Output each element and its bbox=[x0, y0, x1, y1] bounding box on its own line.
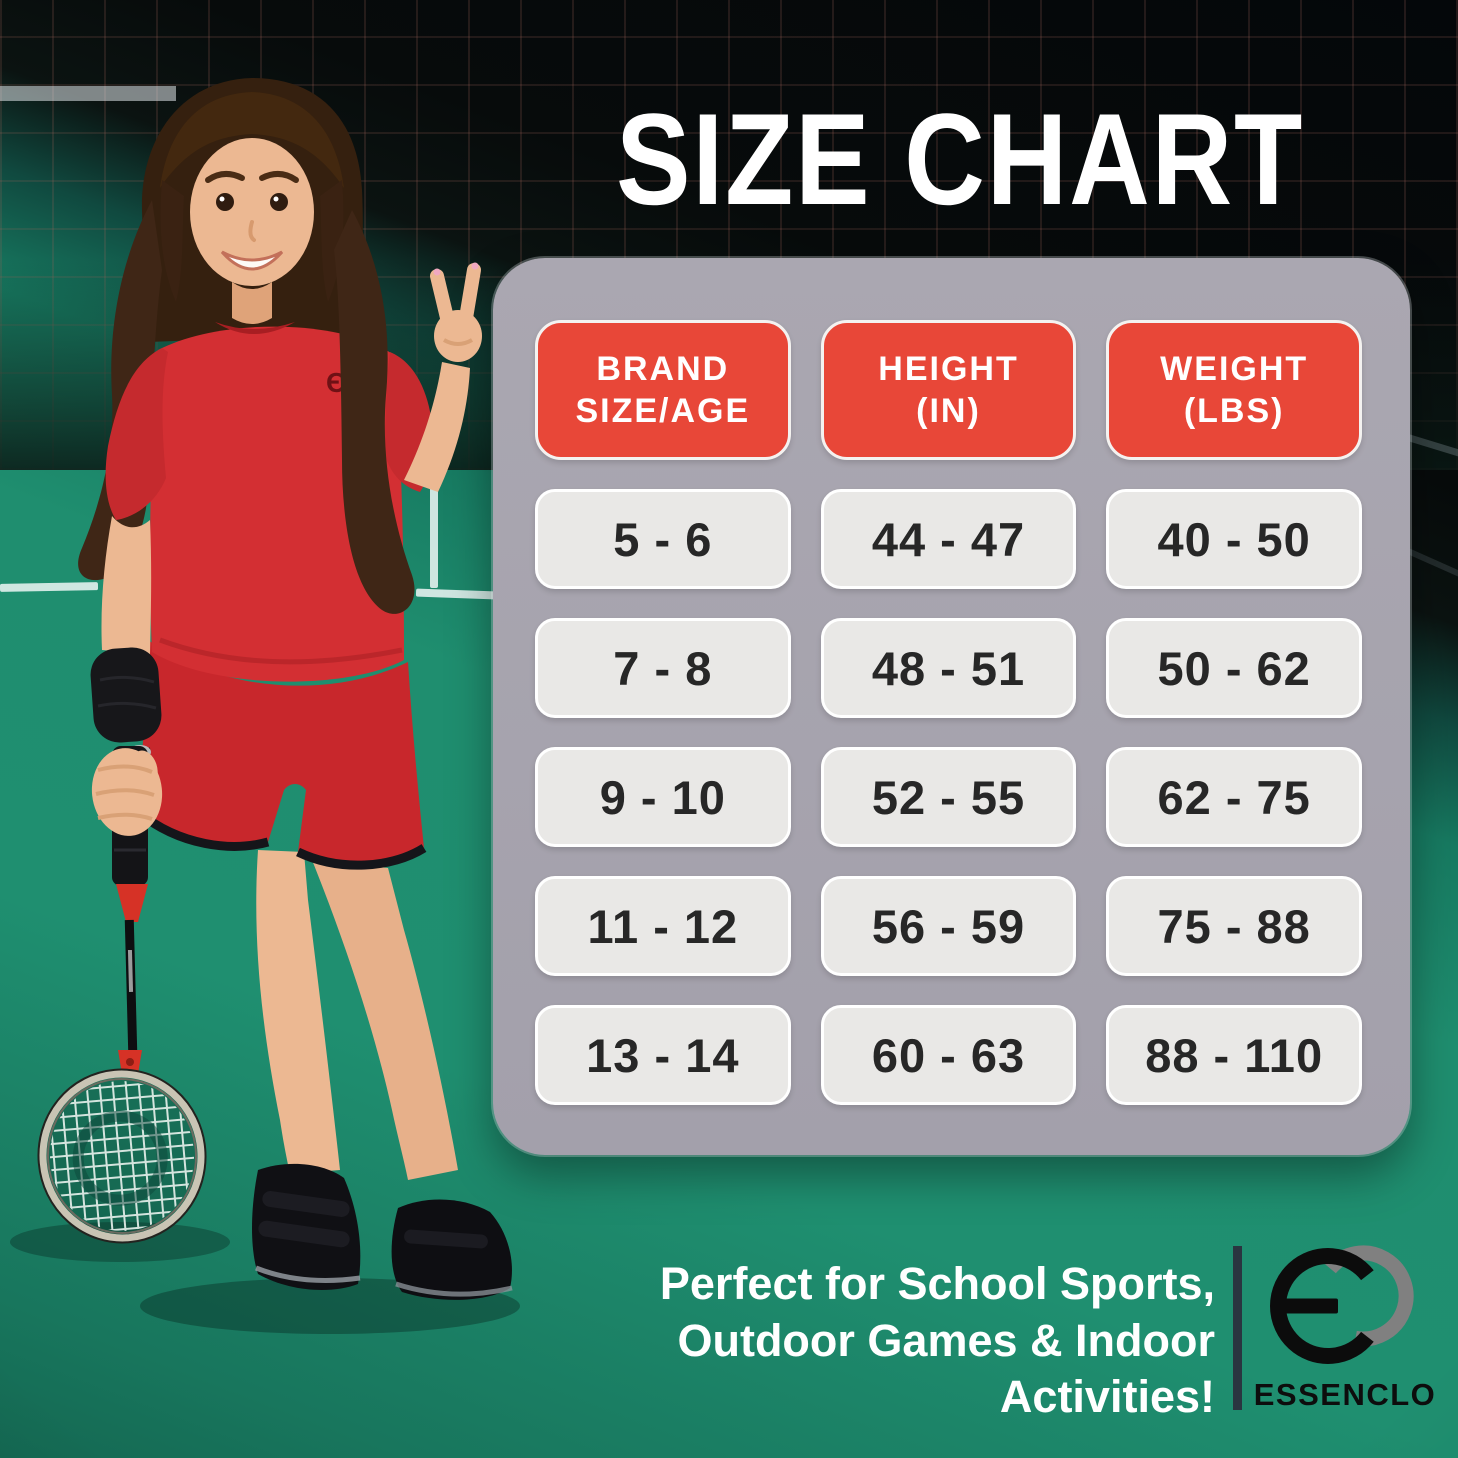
essenclo-logo-icon bbox=[1270, 1245, 1414, 1364]
table-cell-age-13-14: 13 - 14 bbox=[535, 1005, 791, 1105]
tagline-line-3: Activities! bbox=[999, 1371, 1215, 1423]
table-cell-height-row4: 56 - 59 bbox=[820, 876, 1077, 976]
table-cell-age-11-12: 11 - 12 bbox=[535, 876, 791, 976]
net-tape bbox=[0, 86, 176, 101]
table-cell-weight-row1: 40 - 50 bbox=[1106, 489, 1362, 589]
tagline-line-1: Perfect for School Sports, bbox=[659, 1258, 1215, 1309]
badminton-racket bbox=[37, 745, 207, 1244]
court-line bbox=[430, 468, 438, 588]
table-cell-weight-row5: 88 - 110 bbox=[1106, 1005, 1362, 1105]
table-cell-age-9-10: 9 - 10 bbox=[535, 747, 791, 847]
gripping-hand bbox=[91, 748, 163, 836]
brand-name: ESSENCLO bbox=[1253, 1377, 1437, 1412]
tagline-line-2: Outdoor Games & Indoor bbox=[677, 1314, 1215, 1366]
pigtail bbox=[334, 210, 415, 614]
header-cell-height-in: HEIGHT (IN) bbox=[820, 320, 1077, 460]
table-cell-height-row2: 48 - 51 bbox=[820, 618, 1077, 718]
girl-with-racket-photo: Є bbox=[10, 78, 520, 1334]
table-cell-height-row1: 44 - 47 bbox=[820, 489, 1077, 589]
brand-logo: ESSENCLO bbox=[1250, 1234, 1440, 1413]
size-chart-panel: BRAND SIZE/AGE HEIGHT (IN) WEIGHT (LBS) … bbox=[493, 258, 1410, 1155]
table-cell-weight-row2: 50 - 62 bbox=[1106, 618, 1362, 718]
table-cell-weight-row4: 75 - 88 bbox=[1106, 876, 1362, 976]
neck bbox=[232, 282, 272, 324]
table-cell-weight-row3: 62 - 75 bbox=[1106, 747, 1362, 847]
legs bbox=[256, 850, 458, 1180]
table-cell-age-7-8: 7 - 8 bbox=[535, 618, 791, 718]
page-title: SIZE CHART bbox=[615, 86, 1304, 232]
arm-with-wristband bbox=[90, 516, 162, 743]
black-sneakers bbox=[252, 1163, 513, 1300]
header-cell-weight-lbs: WEIGHT (LBS) bbox=[1106, 320, 1362, 460]
red-tshirt: Є bbox=[105, 322, 433, 682]
face-features bbox=[205, 171, 299, 271]
table-cell-age-5-6: 5 - 6 bbox=[535, 489, 791, 589]
tagline: Perfect for School Sports, Outdoor Games… bbox=[655, 1256, 1215, 1426]
table-cell-height-row3: 52 - 55 bbox=[820, 747, 1077, 847]
divider-line bbox=[1233, 1246, 1242, 1410]
header-cell-brand-size-age: BRAND SIZE/AGE bbox=[535, 320, 791, 460]
peace-sign-hand bbox=[404, 262, 482, 492]
table-cell-height-row5: 60 - 63 bbox=[820, 1005, 1077, 1105]
